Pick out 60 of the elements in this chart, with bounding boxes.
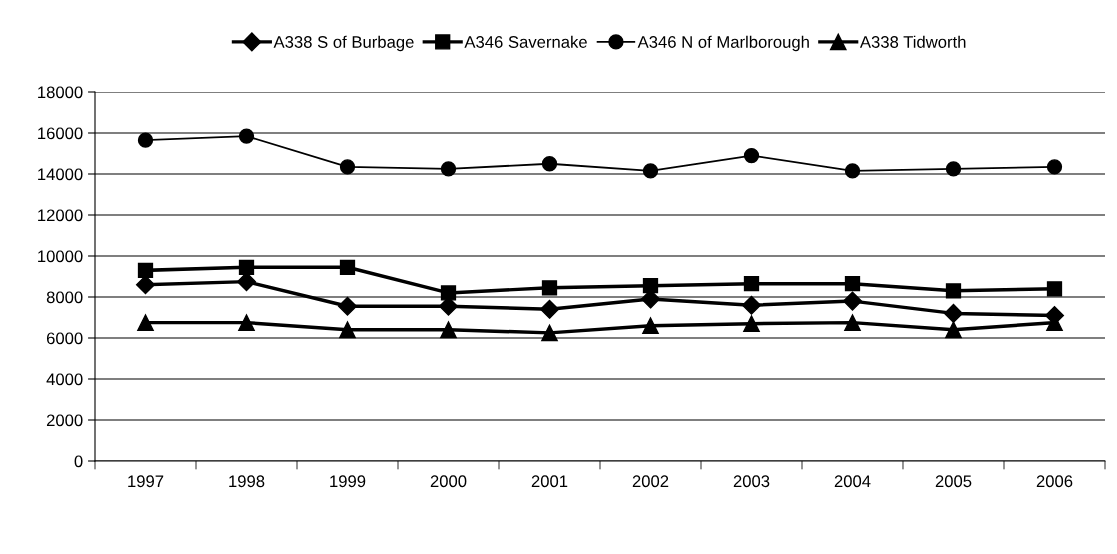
y-tick-label: 18000 <box>38 86 83 99</box>
point <box>137 314 154 331</box>
point <box>945 321 962 339</box>
point <box>844 163 861 179</box>
y-tick-label: 10000 <box>38 250 83 263</box>
legend-label: A346 N of Marlborough <box>637 35 809 52</box>
point <box>236 272 257 292</box>
point <box>238 314 255 331</box>
y-tick-label: 0 <box>74 455 83 468</box>
x-tick-label: 2000 <box>430 475 467 488</box>
x-tick-label: 2004 <box>834 475 871 488</box>
point <box>541 324 558 342</box>
legend-label: A338 Tidworth <box>859 35 966 48</box>
point <box>945 283 962 299</box>
point <box>642 278 659 294</box>
point <box>743 276 760 292</box>
point <box>1046 159 1063 175</box>
point <box>844 314 861 331</box>
point <box>844 276 861 292</box>
point <box>440 161 457 177</box>
point <box>842 291 863 311</box>
point <box>137 262 154 278</box>
point <box>339 159 356 175</box>
y-tick-label: 16000 <box>38 127 83 140</box>
point <box>945 161 962 177</box>
point <box>943 303 964 323</box>
point <box>541 156 558 172</box>
point <box>440 285 457 301</box>
point <box>539 299 560 319</box>
point <box>137 132 154 148</box>
legend-label: A338 S of Burbage <box>273 35 414 52</box>
point <box>135 275 156 295</box>
y-tick-label: 8000 <box>46 291 83 304</box>
point <box>238 259 255 275</box>
point <box>1046 281 1063 297</box>
point <box>337 296 358 316</box>
x-tick-label: 2003 <box>733 475 770 488</box>
legend-label: A346 Savernake <box>464 35 587 48</box>
x-tick-label: 1997 <box>128 475 164 488</box>
point <box>339 321 356 339</box>
x-tick-label: 2002 <box>632 475 669 488</box>
y-tick-label: 6000 <box>46 332 83 345</box>
point <box>339 259 356 275</box>
y-tick-label: 2000 <box>46 414 83 427</box>
point <box>642 163 659 179</box>
x-tick-label: 2006 <box>1036 475 1073 488</box>
point <box>642 317 659 335</box>
point <box>741 295 762 315</box>
point <box>541 280 558 296</box>
x-tick-label: 2001 <box>531 475 568 488</box>
y-tick-label: 14000 <box>38 168 83 181</box>
point <box>743 315 760 332</box>
x-tick-label: 1999 <box>330 475 366 488</box>
x-tick-label: 2005 <box>935 475 972 488</box>
point <box>238 128 255 144</box>
y-tick-label: 12000 <box>38 209 83 222</box>
y-tick-label: 4000 <box>46 373 83 386</box>
point <box>743 147 760 164</box>
point <box>440 321 457 339</box>
x-tick-label: 1998 <box>229 475 265 488</box>
